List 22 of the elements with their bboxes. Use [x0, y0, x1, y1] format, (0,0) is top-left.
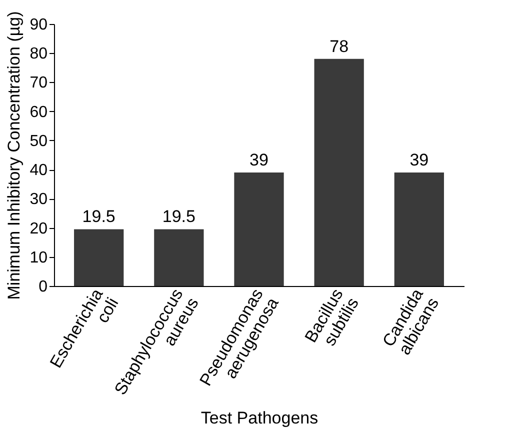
y-tick-label: 0 — [38, 278, 48, 296]
bar — [154, 229, 204, 286]
y-axis-title: Minimum Inhibitory Concentration (µg) — [4, 11, 24, 300]
y-tick-label: 90 — [30, 16, 48, 34]
y-tick-label: 70 — [30, 74, 48, 92]
x-axis-title: Test Pathogens — [200, 408, 318, 428]
bar — [74, 229, 124, 286]
y-tick-label: 40 — [30, 162, 48, 180]
y-tick-label: 80 — [30, 46, 48, 63]
data-label: 39 — [410, 150, 429, 170]
data-label: 19.5 — [82, 207, 116, 226]
data-label: 39 — [250, 150, 268, 170]
bar — [314, 58, 364, 286]
data-label: 78 — [330, 36, 349, 56]
y-tick-label: 30 — [30, 191, 48, 208]
data-label: 19.5 — [162, 207, 196, 226]
y-tick-label: 50 — [30, 132, 48, 150]
y-tick-label: 10 — [30, 249, 48, 266]
y-tick-label: 20 — [30, 220, 48, 238]
y-tick-label: 60 — [30, 104, 48, 121]
bar — [394, 172, 444, 286]
bar — [234, 172, 284, 286]
